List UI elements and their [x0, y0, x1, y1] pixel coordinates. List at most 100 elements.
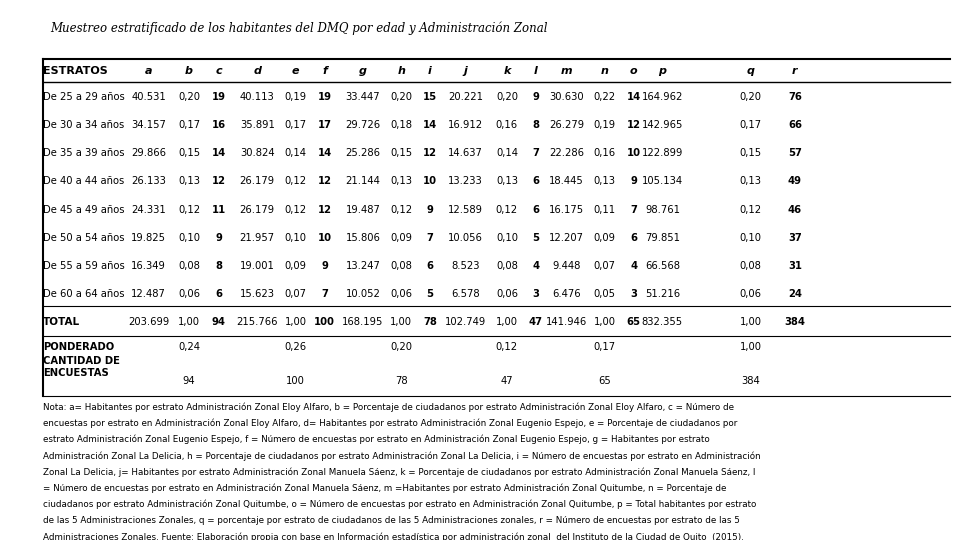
Text: 47: 47: [529, 317, 542, 327]
Text: 0,08: 0,08: [179, 261, 200, 271]
Text: 19: 19: [318, 92, 331, 102]
Text: 34.157: 34.157: [132, 120, 166, 130]
Text: 5: 5: [426, 289, 434, 299]
Text: 0,22: 0,22: [593, 92, 616, 102]
Text: 76: 76: [788, 92, 802, 102]
Text: 25.286: 25.286: [346, 148, 380, 158]
Text: 12: 12: [212, 177, 226, 186]
Text: Administración Zonal La Delicia, h = Porcentaje de ciudadanos por estrato Admini: Administración Zonal La Delicia, h = Por…: [43, 451, 761, 461]
Text: 0,14: 0,14: [496, 148, 517, 158]
Text: 0,15: 0,15: [739, 148, 762, 158]
Text: k: k: [503, 66, 511, 76]
Text: 14.637: 14.637: [448, 148, 483, 158]
Text: 0,09: 0,09: [285, 261, 306, 271]
Text: 40.531: 40.531: [132, 92, 166, 102]
Text: 0,08: 0,08: [391, 261, 412, 271]
Text: De 30 a 34 años: De 30 a 34 años: [43, 120, 125, 130]
Text: 24.331: 24.331: [132, 205, 166, 214]
Text: q: q: [747, 66, 755, 76]
Text: 35.891: 35.891: [240, 120, 275, 130]
Text: 0,16: 0,16: [593, 148, 616, 158]
Text: 7: 7: [630, 205, 637, 214]
Text: 0,15: 0,15: [178, 148, 201, 158]
Text: 46: 46: [788, 205, 802, 214]
Text: De 60 a 64 años: De 60 a 64 años: [43, 289, 125, 299]
Text: 0,20: 0,20: [740, 92, 761, 102]
Text: 0,08: 0,08: [740, 261, 761, 271]
Text: 9: 9: [630, 177, 637, 186]
Text: f: f: [322, 66, 327, 76]
Text: 94: 94: [182, 376, 196, 386]
Text: 0,17: 0,17: [739, 120, 762, 130]
Text: encuestas por estrato en Administración Zonal Eloy Alfaro, d= Habitantes por est: encuestas por estrato en Administración …: [43, 418, 737, 428]
Text: 26.179: 26.179: [240, 177, 275, 186]
Text: 8: 8: [215, 261, 223, 271]
Text: 0,12: 0,12: [495, 342, 518, 352]
Text: 1,00: 1,00: [285, 317, 306, 327]
Text: 0,12: 0,12: [739, 205, 762, 214]
Text: 19.487: 19.487: [346, 205, 380, 214]
Text: 0,10: 0,10: [496, 233, 517, 242]
Text: 9.448: 9.448: [552, 261, 581, 271]
Text: 79.851: 79.851: [645, 233, 680, 242]
Text: 0,17: 0,17: [178, 120, 201, 130]
Text: 0,13: 0,13: [179, 177, 200, 186]
Text: 10: 10: [318, 233, 331, 242]
Text: 94: 94: [212, 317, 226, 327]
Text: h: h: [397, 66, 405, 76]
Text: De 50 a 54 años: De 50 a 54 años: [43, 233, 125, 242]
Text: 0,06: 0,06: [391, 289, 412, 299]
Text: 14: 14: [318, 148, 331, 158]
Text: 29.866: 29.866: [132, 148, 166, 158]
Text: 0,09: 0,09: [391, 233, 412, 242]
Text: 0,18: 0,18: [391, 120, 412, 130]
Text: 1,00: 1,00: [740, 317, 761, 327]
Text: o: o: [630, 66, 637, 76]
Text: De 45 a 49 años: De 45 a 49 años: [43, 205, 125, 214]
Text: 15.806: 15.806: [346, 233, 380, 242]
Text: 6: 6: [630, 233, 637, 242]
Text: 0,06: 0,06: [496, 289, 517, 299]
Text: ESTRATOS: ESTRATOS: [43, 66, 108, 76]
Text: 16.912: 16.912: [448, 120, 483, 130]
Text: 0,15: 0,15: [390, 148, 413, 158]
Text: 832.355: 832.355: [642, 317, 683, 327]
Text: 9: 9: [426, 205, 434, 214]
Text: 0,26: 0,26: [284, 342, 307, 352]
Text: 0,20: 0,20: [391, 342, 412, 352]
Text: 24: 24: [788, 289, 802, 299]
Text: 21.957: 21.957: [240, 233, 275, 242]
Text: 98.761: 98.761: [645, 205, 680, 214]
Text: i: i: [428, 66, 432, 76]
Text: 12.589: 12.589: [448, 205, 483, 214]
Text: 20.221: 20.221: [448, 92, 483, 102]
Text: 14: 14: [627, 92, 640, 102]
Text: de las 5 Administraciones Zonales, q = porcentaje por estrato de ciudadanos de l: de las 5 Administraciones Zonales, q = p…: [43, 516, 740, 525]
Text: 10: 10: [423, 177, 437, 186]
Text: De 40 a 44 años: De 40 a 44 años: [43, 177, 125, 186]
Text: 6: 6: [532, 177, 540, 186]
Text: 142.965: 142.965: [641, 120, 684, 130]
Text: 0,08: 0,08: [496, 261, 517, 271]
Text: 3: 3: [630, 289, 637, 299]
Text: 22.286: 22.286: [549, 148, 584, 158]
Text: c: c: [216, 66, 222, 76]
Text: 12: 12: [318, 177, 331, 186]
Text: 100: 100: [286, 376, 305, 386]
Text: m: m: [561, 66, 572, 76]
Text: 16: 16: [212, 120, 226, 130]
Text: 0,24: 0,24: [179, 342, 200, 352]
Text: 0,19: 0,19: [593, 120, 616, 130]
Text: 10: 10: [627, 148, 640, 158]
Text: 0,16: 0,16: [495, 120, 518, 130]
Text: 0,14: 0,14: [285, 148, 306, 158]
Text: 57: 57: [788, 148, 802, 158]
Text: 65: 65: [598, 376, 612, 386]
Text: 0,09: 0,09: [594, 233, 615, 242]
Text: 0,11: 0,11: [593, 205, 616, 214]
Text: 9: 9: [532, 92, 540, 102]
Text: 8: 8: [532, 120, 540, 130]
Text: 19: 19: [212, 92, 226, 102]
Text: 0,19: 0,19: [284, 92, 307, 102]
Text: 0,12: 0,12: [284, 205, 307, 214]
